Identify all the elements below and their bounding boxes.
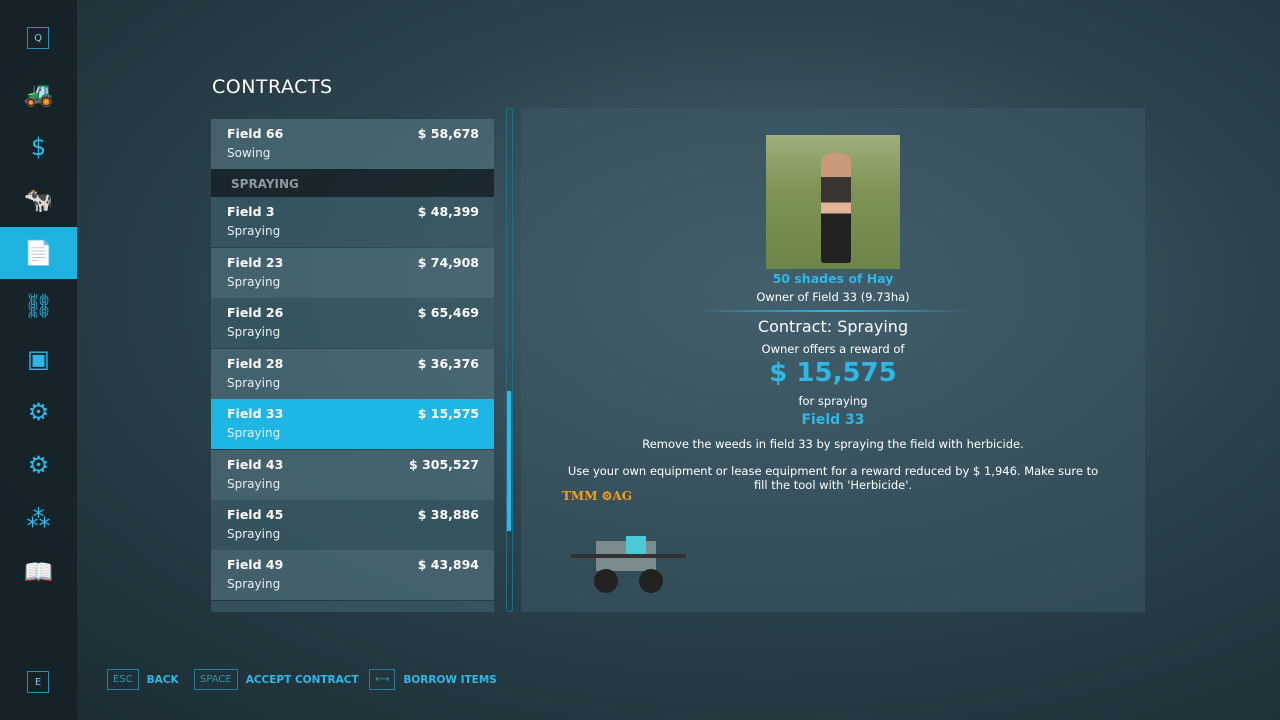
contract-type: Spraying	[227, 527, 281, 541]
field-name: Field 26	[227, 305, 284, 320]
hierarchy-icon[interactable]: ⁂	[26, 505, 51, 533]
list-scrollbar[interactable]	[506, 108, 513, 612]
page-title: CONTRACTS	[212, 76, 333, 98]
price: $ 43,894	[417, 557, 479, 572]
contract-row[interactable]: Field 3 $ 48,399 Spraying	[211, 197, 494, 247]
contract-row[interactable]: Field 45 $ 38,886 Spraying	[211, 500, 494, 550]
contract-type: Spraying	[227, 426, 281, 440]
price: $ 48,399	[417, 204, 479, 219]
tutorial-icon[interactable]: ▣	[27, 345, 50, 373]
tractor-icon[interactable]: 🚜	[23, 80, 54, 108]
contract-row[interactable]: Field 66 $ 58,678 Sowing	[211, 119, 494, 169]
help-book-icon[interactable]: 📖	[23, 558, 54, 586]
field-label: Field 33	[801, 412, 865, 428]
field-name: Field 45	[227, 507, 284, 522]
contract-row-selected[interactable]: Field 33 $ 15,575 Spraying	[211, 399, 494, 449]
back-button[interactable]: ESC BACK	[107, 669, 179, 690]
price: $ 74,908	[417, 255, 479, 270]
button-label: BORROW ITEMS	[403, 673, 497, 686]
field-name: Field 49	[227, 557, 284, 572]
key-hint: ESC	[107, 669, 139, 690]
contract-type: Spraying	[227, 275, 281, 289]
contract-list: Field 66 $ 58,678 Sowing SPRAYING Field 3 $…	[211, 108, 494, 612]
contract-type: Spraying	[227, 325, 281, 339]
npc-name: 50 shades of Hay	[772, 271, 894, 286]
field-name: Field 33	[227, 406, 284, 421]
production-icon[interactable]: ⛓	[23, 292, 54, 320]
reward-amount: $ 15,575	[769, 358, 897, 388]
vehicle-settings-icon[interactable]: ⚙	[27, 398, 50, 426]
owner-info: Owner of Field 33 (9.73ha)	[756, 290, 910, 304]
contract-row[interactable]: Field 28 $ 36,376 Spraying	[211, 349, 494, 399]
field-name: Field 23	[227, 255, 284, 270]
cow-icon[interactable]: 🐄	[23, 186, 54, 214]
npc-portrait	[766, 135, 900, 269]
offer-text: Owner offers a reward of	[761, 342, 905, 356]
borrow-items-button[interactable]: ⟷ BORROW ITEMS	[369, 669, 497, 690]
contract-detail-panel: 50 shades of Hay Owner of Field 33 (9.73…	[521, 108, 1145, 612]
contract-type: Spraying	[227, 577, 281, 591]
field-name: Field 28	[227, 356, 284, 371]
contract-row[interactable]: Field 49 $ 43,894 Spraying	[211, 550, 494, 600]
section-header: SPRAYING	[211, 169, 494, 197]
price: $ 305,527	[409, 457, 479, 472]
contract-row[interactable]: Field 43 $ 305,527 Spraying	[211, 450, 494, 500]
contract-row[interactable]: Field 23 $ 74,908 Spraying	[211, 248, 494, 298]
field-name: Field 66	[227, 126, 284, 141]
key-hint: SPACE	[194, 669, 238, 690]
price: $ 58,678	[417, 126, 479, 141]
farmer-figure	[821, 153, 851, 263]
sidebar: Q 🚜 $ 🐄 📄 ⛓ ▣ ⚙ ⚙ ⁂ 📖 E	[0, 0, 77, 720]
contract-title: Contract: Spraying	[757, 317, 909, 336]
contracts-icon[interactable]: 📄	[0, 227, 77, 279]
accept-contract-button[interactable]: SPACE ACCEPT CONTRACT	[194, 669, 359, 690]
contract-type: Sowing	[227, 146, 271, 160]
contract-type: Spraying	[227, 376, 281, 390]
button-label: BACK	[146, 673, 179, 686]
field-name: Field 43	[227, 457, 284, 472]
gear-icon[interactable]: ⚙	[27, 451, 50, 479]
price: $ 15,575	[417, 406, 479, 421]
sprayer-vehicle-image	[571, 536, 686, 593]
contract-type: Spraying	[227, 477, 281, 491]
price: $ 65,469	[417, 305, 479, 320]
dollar-icon[interactable]: $	[30, 133, 47, 161]
contract-row-partial[interactable]	[211, 601, 494, 612]
key-e[interactable]: E	[27, 671, 49, 693]
price: $ 36,376	[417, 356, 479, 371]
scrollbar-thumb[interactable]	[507, 391, 511, 531]
button-label: ACCEPT CONTRACT	[245, 673, 359, 686]
key-q[interactable]: Q	[27, 27, 49, 49]
key-hint: ⟷	[369, 669, 396, 690]
divider	[695, 310, 971, 312]
lease-note: Use your own equipment or lease equipmen…	[567, 464, 1099, 492]
field-name: Field 3	[227, 204, 275, 219]
for-text: for spraying	[798, 394, 868, 408]
description: Remove the weeds in field 33 by spraying…	[642, 437, 1024, 451]
price: $ 38,886	[417, 507, 479, 522]
contract-row[interactable]: Field 26 $ 65,469 Spraying	[211, 298, 494, 348]
contract-type: Spraying	[227, 224, 281, 238]
brand-logo: TMM ⚙AG	[562, 489, 632, 503]
